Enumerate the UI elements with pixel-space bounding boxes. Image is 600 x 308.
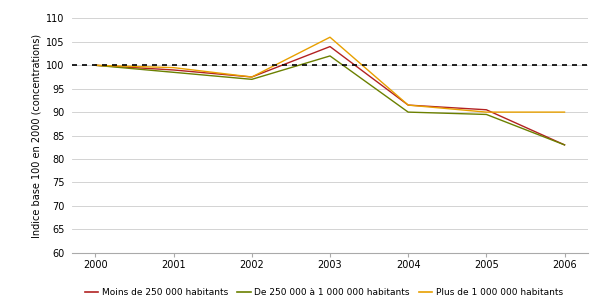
Moins de 250 000 habitants [326, 45, 334, 48]
Moins de 250 000 habitants [483, 108, 490, 111]
Moins de 250 000 habitants [92, 63, 99, 67]
Plus de 1 000 000 habitants [483, 110, 490, 114]
Moins de 250 000 habitants [404, 103, 412, 107]
De 250 000 à 1 000 000 habitants [92, 63, 99, 67]
Line: Moins de 250 000 habitants: Moins de 250 000 habitants [95, 47, 565, 145]
Plus de 1 000 000 habitants [561, 110, 568, 114]
Plus de 1 000 000 habitants [326, 35, 334, 39]
De 250 000 à 1 000 000 habitants [170, 71, 177, 74]
Y-axis label: Indice base 100 en 2000 (concentrations): Indice base 100 en 2000 (concentrations) [32, 34, 41, 237]
De 250 000 à 1 000 000 habitants [561, 143, 568, 147]
De 250 000 à 1 000 000 habitants [483, 113, 490, 116]
Line: De 250 000 à 1 000 000 habitants: De 250 000 à 1 000 000 habitants [95, 56, 565, 145]
Legend: Moins de 250 000 habitants, De 250 000 à 1 000 000 habitants, Plus de 1 000 000 : Moins de 250 000 habitants, De 250 000 à… [81, 284, 567, 300]
Moins de 250 000 habitants [170, 68, 177, 72]
Plus de 1 000 000 habitants [170, 66, 177, 70]
Plus de 1 000 000 habitants [92, 63, 99, 67]
Plus de 1 000 000 habitants [404, 103, 412, 107]
Line: Plus de 1 000 000 habitants: Plus de 1 000 000 habitants [95, 37, 565, 112]
De 250 000 à 1 000 000 habitants [326, 54, 334, 58]
Moins de 250 000 habitants [561, 143, 568, 147]
De 250 000 à 1 000 000 habitants [248, 78, 256, 81]
Moins de 250 000 habitants [248, 75, 256, 79]
De 250 000 à 1 000 000 habitants [404, 110, 412, 114]
Plus de 1 000 000 habitants [248, 75, 256, 79]
